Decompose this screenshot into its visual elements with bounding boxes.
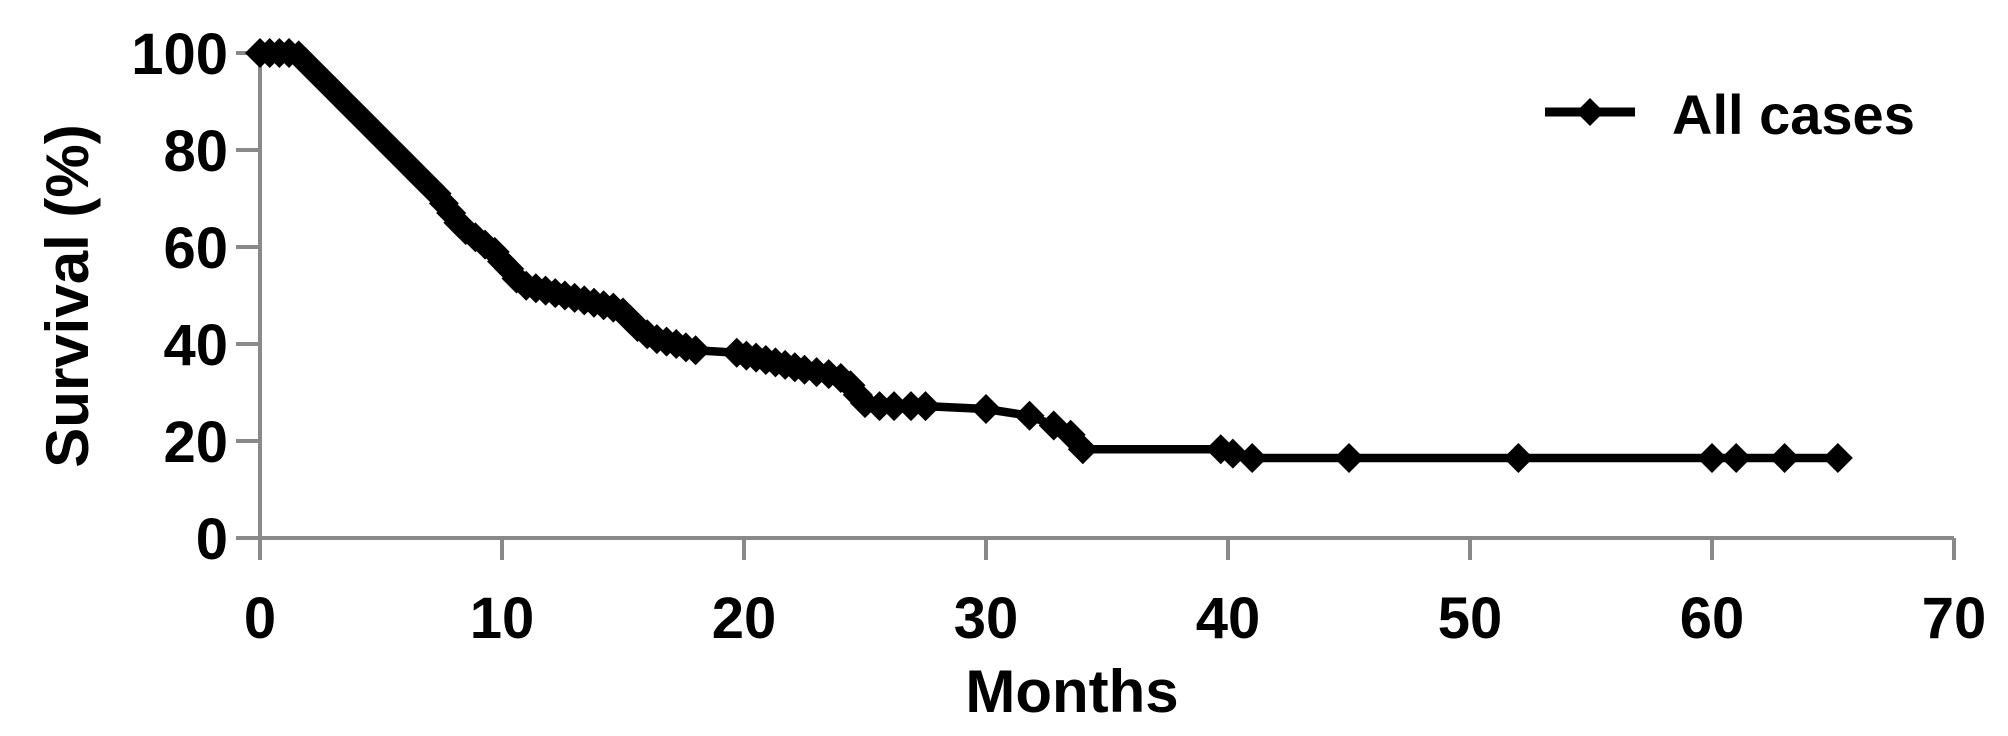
x-tick-label: 50 — [1438, 586, 1503, 651]
data-point-diamond-icon — [680, 335, 711, 366]
data-point-diamond-icon — [1237, 442, 1268, 473]
data-point-diamond-icon — [1721, 442, 1752, 473]
x-tick-label: 60 — [1680, 586, 1745, 651]
data-point-diamond-icon — [971, 393, 1001, 424]
data-point-diamond-icon — [470, 229, 501, 260]
data-point-diamond-icon — [879, 391, 910, 422]
data-point-diamond-icon — [1503, 442, 1534, 473]
data-point-diamond-icon — [1067, 434, 1098, 465]
legend-label: All cases — [1672, 83, 1915, 146]
y-tick-label: 40 — [163, 313, 228, 378]
data-point-diamond-icon — [1822, 442, 1853, 473]
y-axis-title: Survival (%) — [34, 124, 101, 467]
y-tick-label: 0 — [196, 507, 228, 572]
legend-diamond-icon — [1576, 98, 1604, 126]
data-point-diamond-icon — [1769, 442, 1800, 473]
x-axis-title: Months — [965, 658, 1178, 725]
x-tick-label: 20 — [712, 586, 777, 651]
data-point-diamond-icon — [1334, 442, 1364, 473]
legend: All cases — [1545, 83, 1915, 146]
y-tick-label: 80 — [163, 119, 228, 184]
x-tick-label: 0 — [244, 586, 276, 651]
y-tick-label: 60 — [163, 216, 228, 281]
data-point-diamond-icon — [1697, 442, 1727, 473]
x-tick-label: 10 — [470, 586, 535, 651]
y-tick-label: 20 — [163, 410, 228, 475]
data-point-diamond-icon — [1014, 400, 1045, 431]
survival-curve — [245, 38, 1853, 473]
data-point-diamond-icon — [910, 391, 941, 422]
y-tick-label: 100 — [131, 22, 228, 87]
x-tick-label: 40 — [1196, 586, 1261, 651]
x-tick-label: 70 — [1922, 586, 1987, 651]
x-tick-label: 30 — [954, 586, 1019, 651]
